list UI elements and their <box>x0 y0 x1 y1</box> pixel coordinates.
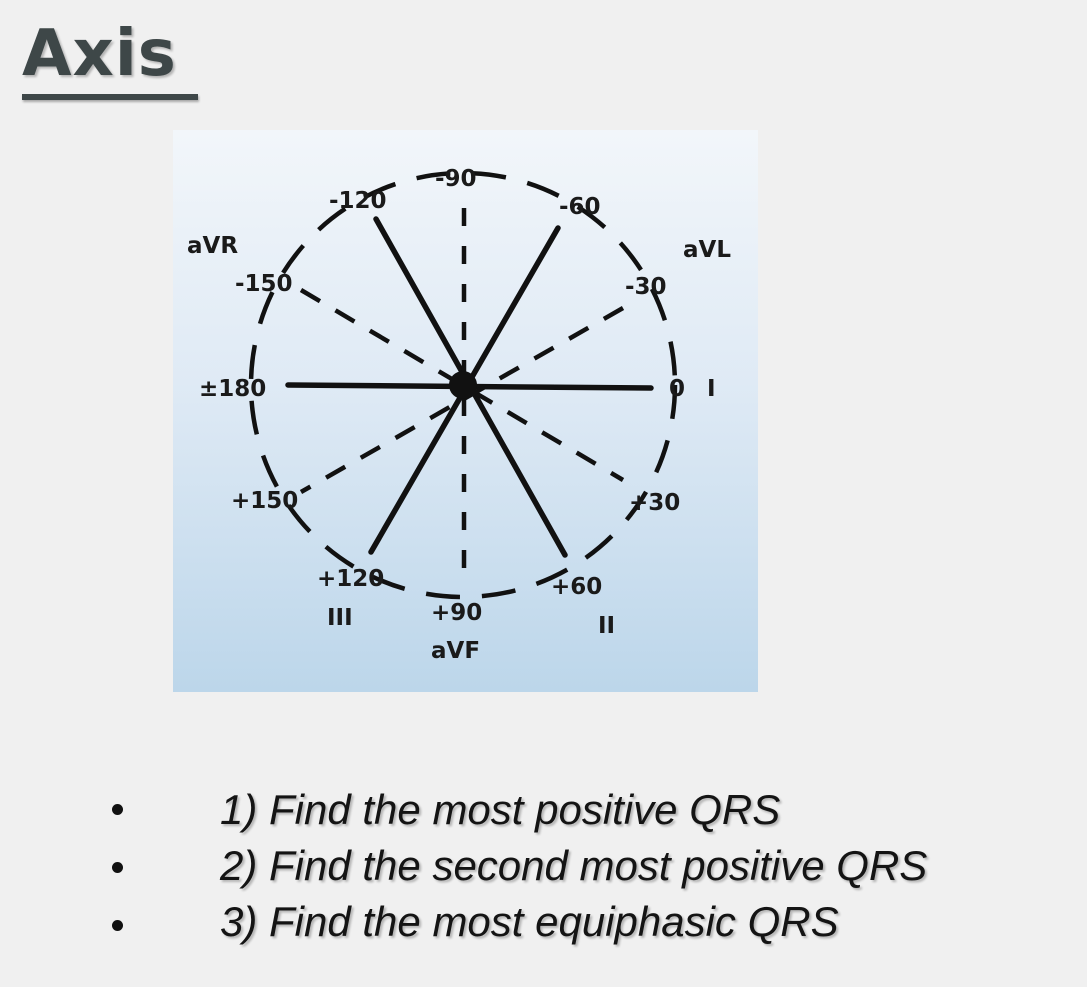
angle-label-plus-150: +150 <box>231 488 298 514</box>
angle-label-minus-60: -60 <box>559 194 601 220</box>
bullet-dot <box>112 862 123 873</box>
title-underline <box>22 94 198 100</box>
slide-title: Axis <box>22 17 177 91</box>
angle-label-minus-150: -150 <box>235 271 293 297</box>
lead-aVL-axis <box>299 306 625 494</box>
angle-label-plus-60: +60 <box>551 574 602 600</box>
lead-label-I: I <box>707 376 716 402</box>
hexaxial-svg: -90 -120 -60 -150 -30 ±180 0 +150 +30 +1… <box>187 166 731 664</box>
bullet-dot <box>112 920 123 931</box>
instruction-item-2: 2) Find the second most positive QRS <box>220 842 928 889</box>
lead-label-aVR: aVR <box>187 233 238 259</box>
angle-label-plus-120: +120 <box>317 566 384 592</box>
angle-label-plus-30: +30 <box>629 490 680 516</box>
angle-label-minus-120: -120 <box>329 188 387 214</box>
angle-label-plus-90: +90 <box>431 600 482 626</box>
instruction-item-3: 3) Find the most equiphasic QRS <box>220 898 839 945</box>
hexaxial-diagram: -90 -120 -60 -150 -30 ±180 0 +150 +30 +1… <box>173 130 758 692</box>
angle-label-plus-minus-180: ±180 <box>199 376 266 402</box>
angle-label-minus-90: -90 <box>435 166 477 192</box>
instruction-item-1: 1) Find the most positive QRS <box>220 786 781 833</box>
lead-label-aVF: aVF <box>431 638 480 664</box>
center-hub <box>449 371 477 399</box>
lead-label-aVL: aVL <box>683 237 731 263</box>
lead-label-II: II <box>598 613 615 639</box>
outer-dashed-circle <box>248 170 678 600</box>
angle-label-zero: 0 <box>669 376 685 402</box>
bullet-dot <box>112 804 123 815</box>
lead-label-III: III <box>327 605 353 631</box>
angle-label-minus-30: -30 <box>625 274 667 300</box>
